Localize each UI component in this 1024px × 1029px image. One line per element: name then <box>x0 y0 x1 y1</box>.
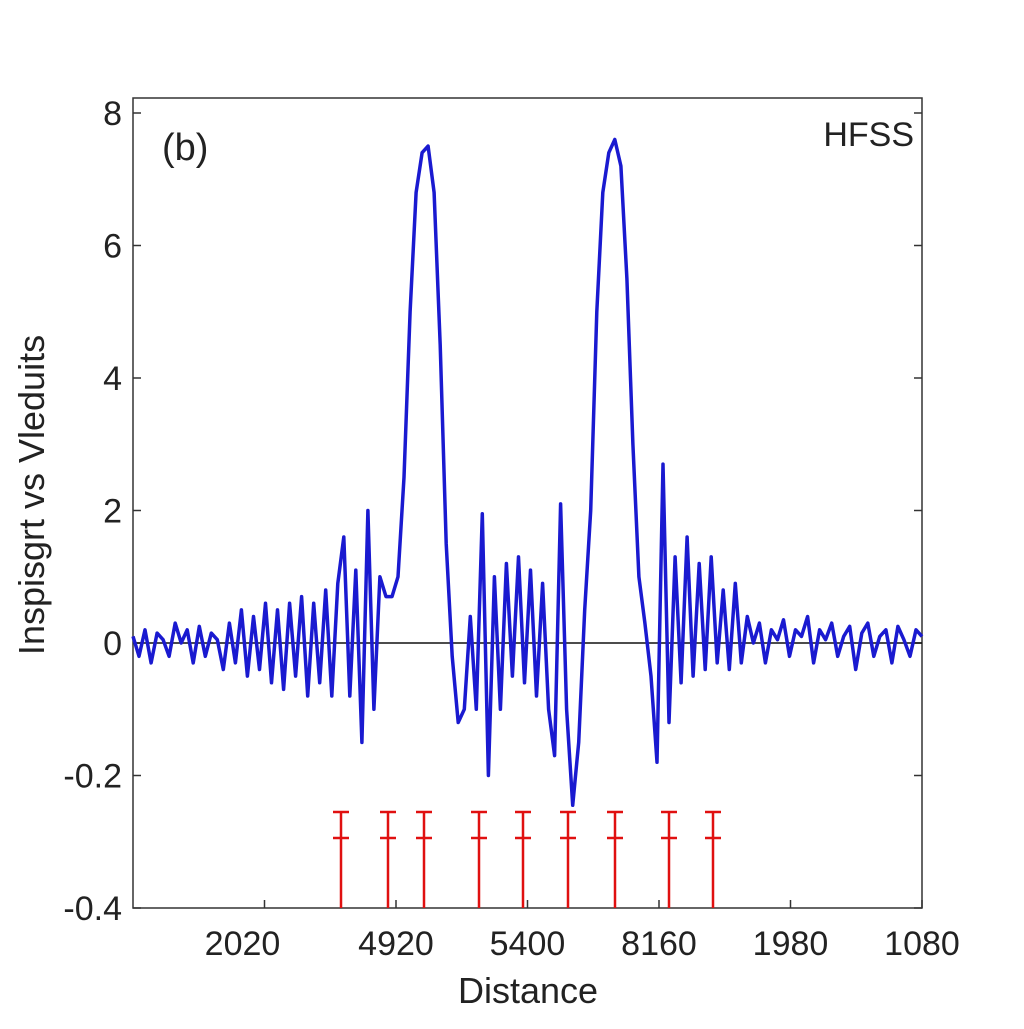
marker <box>607 810 623 908</box>
marker <box>515 810 531 908</box>
x-tick-label: 2020 <box>205 925 281 963</box>
y-axis-label: Inspisgrt vs Vleduits <box>11 335 52 655</box>
marker <box>560 810 576 908</box>
y-tick-label: -0.4 <box>63 890 122 928</box>
chart-title: (b) <box>162 127 208 169</box>
x-tick-label: 8160 <box>621 925 697 963</box>
annotation: HFSS <box>823 116 914 154</box>
y-tick-label: 6 <box>103 228 122 266</box>
plot-frame <box>132 97 923 909</box>
marker <box>380 810 396 908</box>
marker <box>333 810 349 908</box>
marker <box>661 810 677 908</box>
marker <box>471 810 487 908</box>
y-tick-label: 2 <box>103 493 122 531</box>
x-tick-label: 4920 <box>358 925 434 963</box>
markers <box>333 810 721 908</box>
y-tick-label: 4 <box>103 360 122 398</box>
data-line <box>131 137 924 808</box>
y-tick-label: 0 <box>103 625 122 663</box>
y-tick-label: 8 <box>103 95 122 133</box>
x-tick-label: 1080 <box>884 925 960 963</box>
x-tick-label: 5400 <box>490 925 566 963</box>
y-tick-label: -0.2 <box>63 758 122 796</box>
marker <box>416 810 432 908</box>
marker <box>705 810 721 908</box>
x-axis-label: Distance <box>458 970 598 1011</box>
x-tick-label: 1980 <box>753 925 829 963</box>
